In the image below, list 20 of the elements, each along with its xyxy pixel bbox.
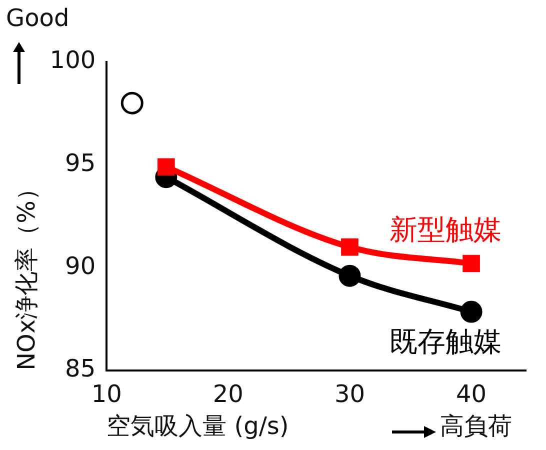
y-tick-label: 100 — [50, 46, 96, 74]
point — [120, 92, 144, 114]
y-tick-label: 85 — [65, 354, 96, 383]
y-axis-title: NOx浄化率（%） — [12, 176, 41, 370]
x-tick-label: 10 — [91, 380, 122, 408]
point — [338, 264, 361, 287]
point — [341, 238, 358, 256]
series-label: 既存触媒 — [389, 325, 502, 358]
y-tick-label: 90 — [65, 252, 96, 280]
x-tick-label: 20 — [212, 380, 244, 408]
point — [158, 158, 175, 176]
x-axis-title: 空気吸入量 (g/s) — [106, 412, 289, 440]
series-label: 新型触媒 — [389, 212, 502, 246]
text: Good — [6, 4, 70, 32]
y-tick-label: 95 — [65, 149, 96, 178]
text: 高負荷 — [440, 411, 512, 442]
x-tick-label: 30 — [334, 380, 366, 408]
point — [460, 300, 482, 323]
x-tick-label: 40 — [456, 380, 487, 408]
point — [462, 254, 480, 272]
